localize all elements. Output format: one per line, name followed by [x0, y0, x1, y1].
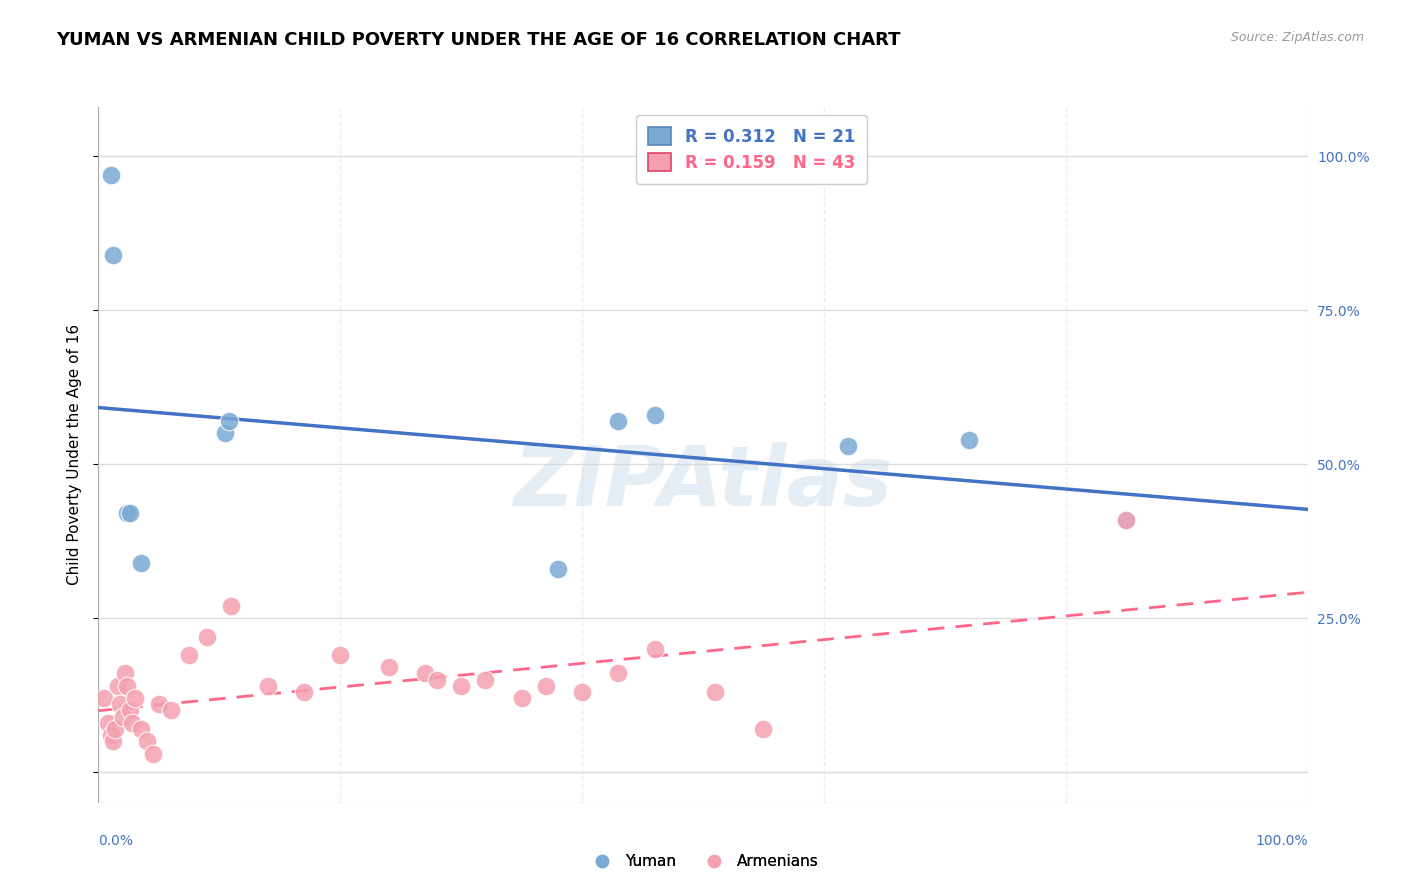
Point — [179, 648, 201, 662]
Point — [450, 679, 472, 693]
Point — [607, 666, 630, 681]
Point — [114, 666, 136, 681]
Point — [111, 709, 134, 723]
Point — [124, 691, 146, 706]
Point — [135, 734, 157, 748]
Point — [142, 747, 165, 761]
Point — [101, 248, 124, 262]
Point — [129, 722, 152, 736]
Point — [214, 426, 236, 441]
Point — [329, 648, 352, 662]
Point — [752, 722, 775, 736]
Point — [100, 168, 122, 182]
Point — [117, 507, 139, 521]
Text: ZIPAtlas: ZIPAtlas — [513, 442, 893, 524]
Point — [1115, 512, 1137, 526]
Point — [195, 630, 218, 644]
Point — [118, 507, 141, 521]
Point — [426, 673, 449, 687]
Text: YUMAN VS ARMENIAN CHILD POVERTY UNDER THE AGE OF 16 CORRELATION CHART: YUMAN VS ARMENIAN CHILD POVERTY UNDER TH… — [56, 31, 901, 49]
Point — [104, 722, 127, 736]
Point — [160, 703, 183, 717]
Point — [218, 414, 240, 428]
Text: 0.0%: 0.0% — [98, 834, 134, 848]
Point — [108, 698, 131, 712]
Point — [107, 679, 129, 693]
Point — [1115, 512, 1137, 526]
Point — [121, 715, 143, 730]
Point — [148, 698, 170, 712]
Point — [571, 685, 593, 699]
Point — [292, 685, 315, 699]
Point — [118, 703, 141, 717]
Point — [607, 414, 630, 428]
Point — [221, 599, 243, 613]
Point — [256, 679, 278, 693]
Point — [510, 691, 533, 706]
Point — [129, 556, 152, 570]
Legend: Yuman, Armenians: Yuman, Armenians — [581, 848, 825, 875]
Point — [534, 679, 557, 693]
Text: Source: ZipAtlas.com: Source: ZipAtlas.com — [1230, 31, 1364, 45]
Point — [547, 562, 569, 576]
Point — [644, 641, 666, 656]
Point — [474, 673, 496, 687]
Point — [704, 685, 727, 699]
Point — [644, 408, 666, 422]
Point — [93, 691, 115, 706]
Point — [100, 728, 122, 742]
Text: 100.0%: 100.0% — [1256, 834, 1308, 848]
Point — [97, 715, 120, 730]
Point — [101, 734, 124, 748]
Y-axis label: Child Poverty Under the Age of 16: Child Poverty Under the Age of 16 — [67, 325, 83, 585]
Point — [413, 666, 436, 681]
Point — [957, 433, 980, 447]
Point — [837, 439, 859, 453]
Point — [117, 679, 139, 693]
Point — [377, 660, 399, 674]
